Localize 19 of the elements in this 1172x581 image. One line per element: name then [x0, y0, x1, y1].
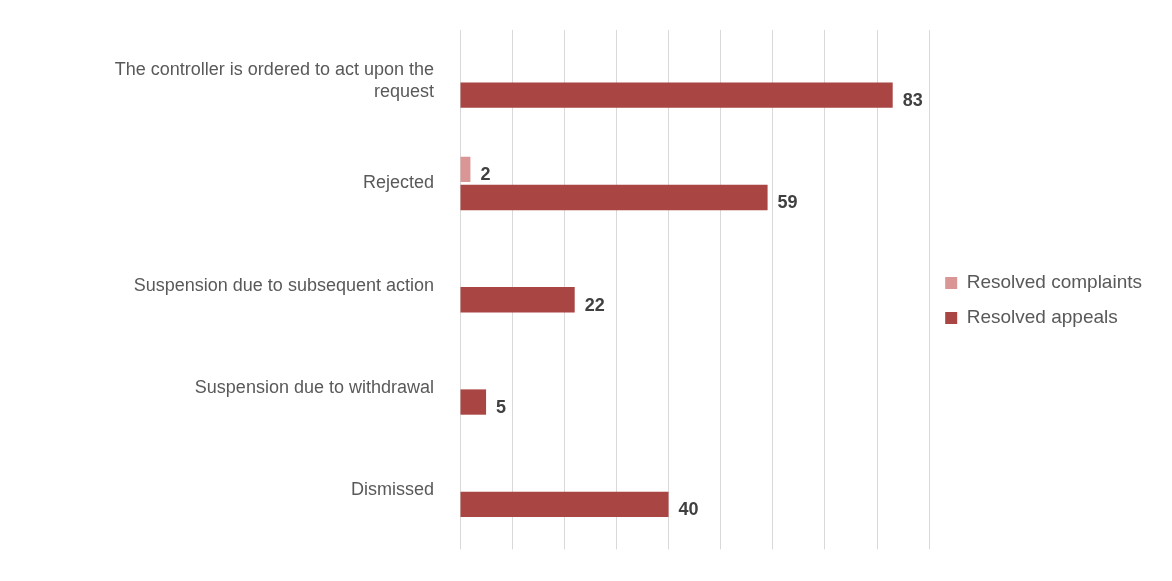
y-tick-label: The controller is ordered to act upon the request	[114, 59, 434, 101]
data-label: 40	[678, 499, 699, 520]
bar	[460, 287, 575, 313]
bar	[460, 389, 487, 415]
data-label: 2	[480, 164, 491, 185]
data-label: 59	[777, 192, 798, 213]
y-tick-label: Suspension due to withdrawal	[194, 376, 434, 397]
y-tick-label: Dismissed	[350, 479, 434, 500]
data-label: 83	[902, 90, 923, 111]
data-label: 22	[584, 294, 605, 315]
legend-label: Resolved appeals	[966, 306, 1118, 328]
bar	[460, 156, 471, 183]
legend-label: Resolved complaints	[966, 271, 1143, 293]
bar	[460, 491, 669, 517]
y-tick-label: Suspension due to subsequent action	[133, 274, 434, 295]
y-tick-label: Rejected	[362, 172, 434, 193]
bar	[460, 184, 768, 211]
data-label: 5	[496, 397, 507, 418]
bar	[460, 82, 893, 108]
